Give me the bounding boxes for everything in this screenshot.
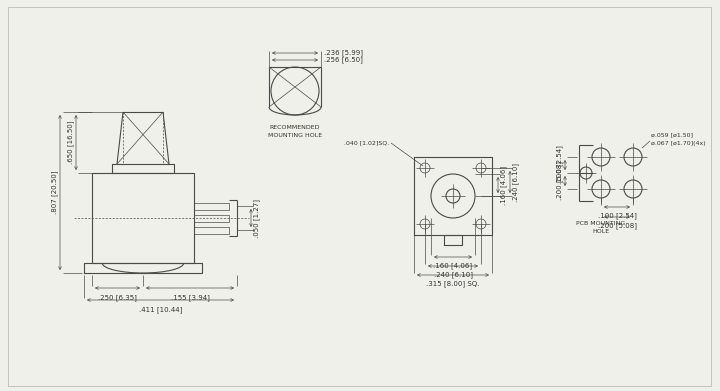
Text: ø.067 [ø1.70](4x): ø.067 [ø1.70](4x) bbox=[651, 142, 706, 147]
Text: .236 [5.99]: .236 [5.99] bbox=[324, 50, 363, 56]
Text: MOUNTING HOLE: MOUNTING HOLE bbox=[268, 133, 322, 138]
Text: .040 [1.02]SQ.: .040 [1.02]SQ. bbox=[343, 140, 389, 145]
Text: HOLE: HOLE bbox=[593, 229, 610, 234]
Text: .411 [10.44]: .411 [10.44] bbox=[139, 306, 182, 313]
Text: .256 [6.50]: .256 [6.50] bbox=[324, 57, 363, 63]
Text: .100 [2.54]: .100 [2.54] bbox=[557, 145, 563, 185]
Text: .200 [5.08]: .200 [5.08] bbox=[598, 222, 636, 229]
Text: .240 [6.10]: .240 [6.10] bbox=[433, 271, 472, 278]
Text: .050 [1.27]: .050 [1.27] bbox=[253, 199, 260, 237]
Text: PCB MOUNTING: PCB MOUNTING bbox=[577, 221, 626, 226]
Text: .250 [6.35]: .250 [6.35] bbox=[98, 294, 137, 301]
Text: .240 [6.10]: .240 [6.10] bbox=[512, 163, 518, 201]
Text: .160 [4.06]: .160 [4.06] bbox=[433, 262, 472, 269]
Text: .160 [4.06]: .160 [4.06] bbox=[500, 165, 507, 204]
Text: .650 [16.50]: .650 [16.50] bbox=[67, 121, 74, 164]
Text: .100 [2.54]: .100 [2.54] bbox=[598, 212, 636, 219]
Text: ø.059 [ø1.50]: ø.059 [ø1.50] bbox=[651, 133, 693, 138]
Text: .155 [3.94]: .155 [3.94] bbox=[171, 294, 210, 301]
Text: RECOMMENDED: RECOMMENDED bbox=[270, 125, 320, 130]
Text: .200 [5.08]: .200 [5.08] bbox=[557, 161, 563, 201]
Text: .315 [8.00] SQ.: .315 [8.00] SQ. bbox=[426, 280, 480, 287]
Text: .807 [20.50]: .807 [20.50] bbox=[51, 171, 58, 214]
